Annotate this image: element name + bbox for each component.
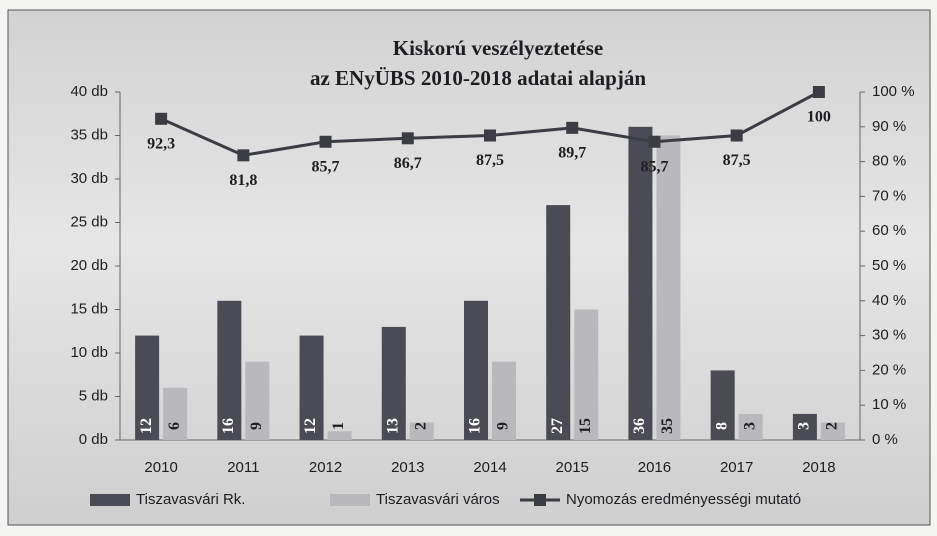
- line-marker: [484, 130, 496, 142]
- x-tick-label: 2018: [802, 459, 835, 476]
- y2-tick-label: 40 %: [872, 292, 906, 309]
- legend-label: Tiszavasvári Rk.: [136, 491, 245, 508]
- y2-tick-label: 80 %: [872, 153, 906, 170]
- bar: [328, 431, 352, 440]
- y-tick-label: 40 db: [70, 83, 108, 100]
- x-tick-label: 2010: [144, 459, 177, 476]
- bar-value-label: 27: [549, 418, 566, 434]
- legend-label: Nyomozás eredményességi mutató: [566, 491, 801, 508]
- bar-value-label: 12: [138, 418, 155, 434]
- chart: Kiskorú veszélyeztetése az ENyÜBS 2010-2…: [0, 0, 937, 536]
- bar-value-label: 2: [412, 422, 429, 430]
- bar-value-label: 16: [467, 418, 484, 434]
- line-value-label: 81,8: [229, 172, 257, 189]
- legend-swatch-marker: [534, 494, 546, 506]
- line-value-label: 87,5: [723, 152, 751, 169]
- bar-value-label: 13: [384, 418, 401, 434]
- bar-value-label: 1: [330, 422, 347, 430]
- y-tick-label: 30 db: [70, 170, 108, 187]
- bar-value-label: 3: [796, 422, 813, 430]
- bar: [656, 136, 680, 441]
- x-tick-label: 2012: [309, 459, 342, 476]
- bar-value-label: 15: [577, 418, 594, 434]
- line-marker: [731, 130, 743, 142]
- chart-subtitle: az ENyÜBS 2010-2018 adatai alapján: [310, 66, 646, 90]
- line-marker: [237, 149, 249, 161]
- bar-value-label: 9: [495, 422, 512, 430]
- line-value-label: 100: [807, 109, 831, 126]
- y2-tick-label: 30 %: [872, 327, 906, 344]
- y2-tick-label: 10 %: [872, 396, 906, 413]
- bar-value-label: 6: [166, 422, 183, 430]
- bar-value-label: 3: [741, 422, 758, 430]
- legend-swatch: [330, 494, 370, 506]
- y-tick-label: 35 db: [70, 126, 108, 143]
- y2-tick-label: 70 %: [872, 187, 906, 204]
- y2-tick-label: 50 %: [872, 257, 906, 274]
- y-tick-label: 20 db: [70, 257, 108, 274]
- line-value-label: 85,7: [640, 158, 668, 175]
- bar-value-label: 12: [302, 418, 319, 434]
- line-marker: [566, 122, 578, 134]
- y-tick-label: 0 db: [79, 431, 108, 448]
- y2-tick-label: 60 %: [872, 222, 906, 239]
- y2-tick-label: 90 %: [872, 118, 906, 135]
- y-tick-label: 5 db: [79, 387, 108, 404]
- bar-value-label: 8: [713, 422, 730, 430]
- line-marker: [402, 132, 414, 144]
- line-value-label: 89,7: [558, 145, 586, 162]
- bar: [546, 205, 570, 440]
- line-value-label: 87,5: [476, 152, 504, 169]
- line-marker: [813, 86, 825, 98]
- bar-value-label: 36: [631, 418, 648, 434]
- line-marker: [155, 113, 167, 125]
- y-tick-label: 10 db: [70, 344, 108, 361]
- x-tick-label: 2017: [720, 459, 753, 476]
- line-marker: [320, 136, 332, 148]
- y2-tick-label: 100 %: [872, 83, 915, 100]
- bar: [163, 388, 187, 440]
- bar-value-label: 2: [824, 422, 841, 430]
- y2-tick-label: 20 %: [872, 361, 906, 378]
- line-marker: [648, 136, 660, 148]
- x-tick-label: 2014: [473, 459, 506, 476]
- legend-label: Tiszavasvári város: [376, 491, 500, 508]
- x-tick-label: 2011: [227, 459, 259, 476]
- x-tick-label: 2013: [391, 459, 424, 476]
- line-value-label: 86,7: [394, 155, 422, 172]
- y-tick-label: 25 db: [70, 213, 108, 230]
- x-tick-label: 2015: [556, 459, 589, 476]
- bar-value-label: 35: [659, 418, 676, 434]
- line-value-label: 92,3: [147, 135, 175, 152]
- y2-tick-label: 0 %: [872, 431, 898, 448]
- legend-swatch: [90, 494, 130, 506]
- y-tick-label: 15 db: [70, 300, 108, 317]
- line-value-label: 85,7: [312, 158, 340, 175]
- x-tick-label: 2016: [638, 459, 671, 476]
- bar-value-label: 16: [220, 418, 237, 434]
- chart-title: Kiskorú veszélyeztetése: [393, 36, 604, 60]
- bar-value-label: 9: [248, 422, 265, 430]
